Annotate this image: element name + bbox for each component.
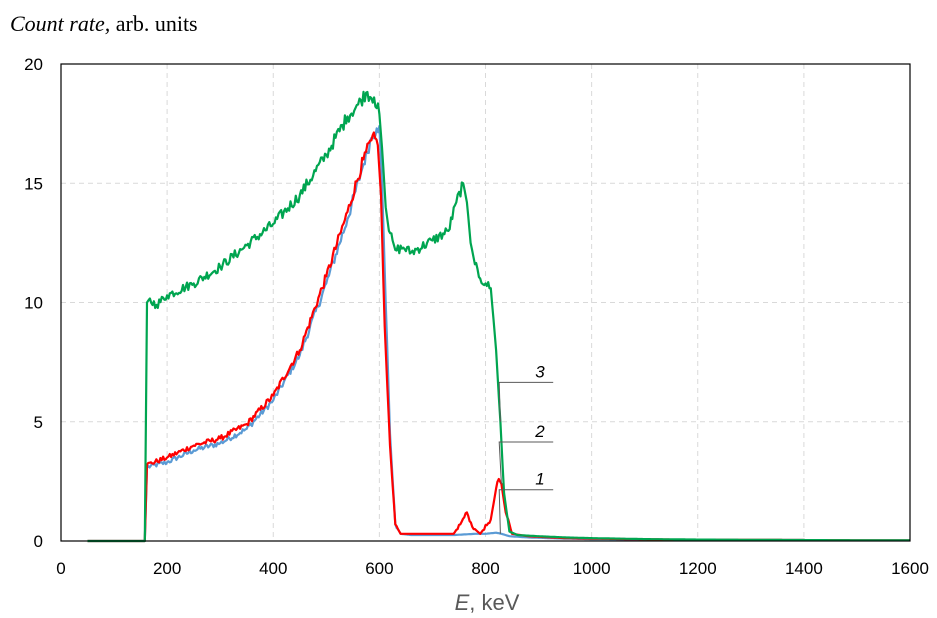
y-axis-title-italic: Count rate, [10,11,110,36]
series-line-3 [87,90,910,543]
curve-labels: 1 2 3 [498,362,554,534]
x-axis-title-rest: , keV [469,590,519,615]
curve-label-1: 1 [535,470,544,489]
y-tick-label-1: 5 [34,413,43,432]
y-tick-label-2: 10 [24,294,43,313]
curve-leader-1 [498,489,554,534]
x-axis-title-italic: E [455,590,470,615]
x-tick-label-0: 0 [56,559,65,578]
plot-border [60,63,911,542]
x-axis-title: E, keV [455,590,520,615]
y-tick-label-4: 20 [24,55,43,74]
grid [61,64,910,541]
curve-leader-3 [498,381,554,422]
curve-label-3: 3 [535,362,545,381]
y-axis-title: Count rate, arb. units [10,11,198,36]
x-tick-label-7: 1400 [785,559,823,578]
y-axis-ticks: 0 5 10 15 20 [24,55,43,551]
x-tick-label-6: 1200 [679,559,717,578]
y-tick-label-0: 0 [34,532,43,551]
x-tick-label-1: 200 [153,559,181,578]
plot-frame [60,63,911,542]
y-axis-title-rest: arb. units [110,11,197,36]
x-axis-ticks: 0 200 400 600 800 1000 1200 1400 1600 [56,559,929,578]
x-tick-label-5: 1000 [573,559,611,578]
x-tick-label-2: 400 [259,559,287,578]
y-tick-label-3: 15 [24,174,43,193]
series-line-2 [87,131,910,543]
plot-series [87,90,910,543]
curve-label-2: 2 [534,422,545,441]
x-tick-label-3: 600 [365,559,393,578]
curve-leader-2 [498,441,554,484]
x-tick-label-8: 1600 [891,559,929,578]
x-tick-label-4: 800 [471,559,499,578]
